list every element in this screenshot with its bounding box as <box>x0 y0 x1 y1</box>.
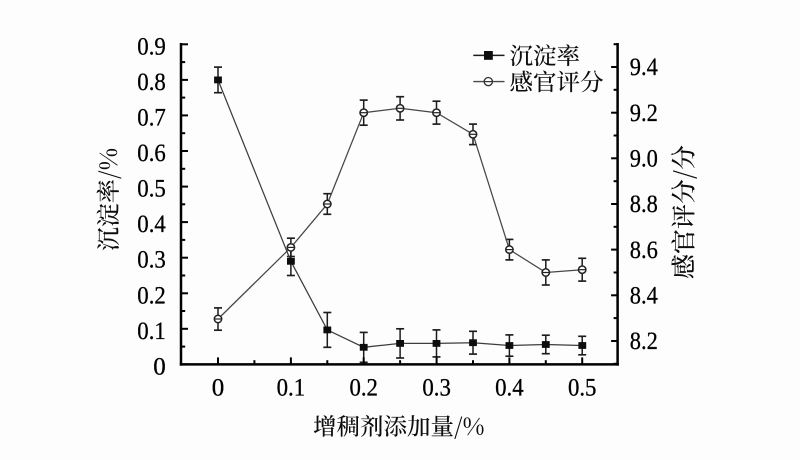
svg-text:0.9: 0.9 <box>137 33 166 60</box>
svg-text:9.4: 9.4 <box>630 54 658 81</box>
svg-text:0.4: 0.4 <box>495 375 524 402</box>
svg-text:0.2: 0.2 <box>349 375 378 402</box>
svg-text:0.5: 0.5 <box>568 375 597 402</box>
svg-text:0.3: 0.3 <box>422 375 451 402</box>
svg-text:8.8: 8.8 <box>630 191 658 218</box>
svg-text:0.6: 0.6 <box>137 140 166 167</box>
svg-text:0.2: 0.2 <box>137 282 166 309</box>
svg-text:8.6: 8.6 <box>630 237 658 264</box>
svg-text:0.1: 0.1 <box>277 375 306 402</box>
svg-text:9.0: 9.0 <box>630 146 658 173</box>
svg-text:0: 0 <box>153 353 166 380</box>
svg-text:0.7: 0.7 <box>137 104 166 131</box>
svg-text:9.2: 9.2 <box>630 100 658 127</box>
svg-text:0.5: 0.5 <box>137 176 166 203</box>
svg-text:0.3: 0.3 <box>137 247 166 274</box>
svg-text:8.2: 8.2 <box>630 328 658 355</box>
svg-text:0.1: 0.1 <box>137 318 166 345</box>
svg-text:0.4: 0.4 <box>137 211 166 238</box>
svg-text:8.4: 8.4 <box>630 283 658 310</box>
svg-text:0: 0 <box>212 375 225 402</box>
svg-text:0.8: 0.8 <box>137 69 166 96</box>
